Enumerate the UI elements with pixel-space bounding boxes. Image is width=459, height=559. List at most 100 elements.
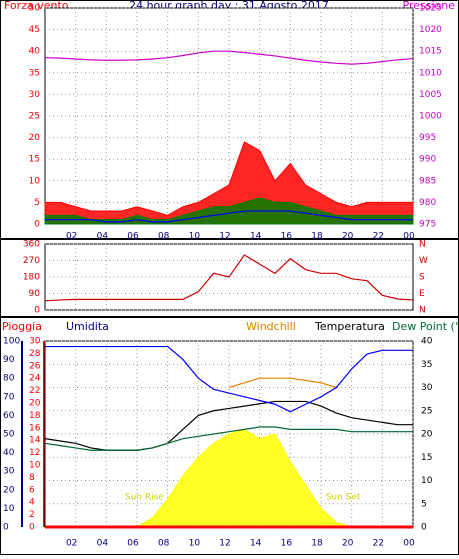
line [45, 210, 413, 223]
y2ticks-label: 990 [419, 155, 436, 165]
y2ticks-label: 5 [421, 499, 427, 509]
y2ticks-label: 35 [421, 360, 432, 370]
annotation: Sun Rise [125, 493, 164, 503]
y3ticks-label: 10 [3, 504, 15, 514]
area [44, 197, 414, 225]
yticks-label: 26 [29, 361, 41, 371]
yticks-label: 40 [29, 47, 41, 57]
yticks-label: 50 [29, 4, 41, 14]
line [228, 377, 337, 389]
y3ticks-label: 0 [3, 523, 9, 533]
y3ticks-label: 30 [3, 467, 15, 477]
legend-temp: Temperatura [314, 320, 385, 333]
y2ticks-label: 15 [421, 453, 432, 463]
yticks-label: 4 [29, 498, 35, 508]
y2ticks-label: 40 [421, 337, 433, 347]
yticks-label: 180 [23, 273, 40, 283]
line [45, 345, 413, 413]
y2ticks-label: W [419, 256, 428, 266]
y2ticks-label: 10 [421, 476, 433, 486]
yticks-label: 14 [29, 436, 41, 446]
y3ticks-label: 90 [3, 355, 15, 365]
yticks-label: 30 [29, 337, 41, 347]
yticks-label: 360 [23, 240, 40, 250]
x-tick-label: 16 [281, 232, 293, 242]
y3ticks-label: 70 [3, 392, 15, 402]
yticks-label: 30 [29, 90, 41, 100]
y3ticks-label: 40 [3, 448, 15, 458]
yticks-label: 0 [34, 220, 40, 230]
x-tick-label: 20 [342, 539, 354, 549]
y2ticks-label: 25 [421, 406, 432, 416]
x-tick-label: 22 [373, 539, 384, 549]
x-tick-label: 14 [250, 232, 262, 242]
y2ticks-label: 1005 [419, 90, 442, 100]
yticks-label: 270 [23, 256, 40, 266]
y2ticks-label: 975 [419, 220, 436, 230]
x-tick-label: 04 [97, 539, 109, 549]
yticks-label: 16 [29, 423, 41, 433]
x-tick-label: 02 [66, 539, 77, 549]
yticks-label: 45 [29, 25, 40, 35]
y2ticks-label: N [419, 306, 426, 316]
yticks-label: 2 [29, 510, 35, 520]
y3ticks-label: 20 [3, 485, 15, 495]
legend-dew: Dew Point (°C [392, 320, 459, 333]
humidity-label: Umidita [66, 320, 109, 333]
y2ticks-label: S [419, 273, 425, 283]
yticks-label: 10 [29, 176, 41, 186]
line [44, 50, 414, 65]
yticks-label: 20 [29, 399, 41, 409]
y3ticks-label: 50 [3, 430, 15, 440]
y2ticks-label: 1015 [419, 47, 442, 57]
yticks-label: 90 [29, 289, 41, 299]
y2ticks-label: 0 [421, 523, 427, 533]
x-tick-label: 20 [342, 232, 354, 242]
y2ticks-label: 985 [419, 176, 436, 186]
yticks-label: 35 [29, 68, 40, 78]
yticks-label: 6 [29, 485, 35, 495]
x-tick-label: 14 [250, 539, 262, 549]
yticks-label: 0 [34, 306, 40, 316]
x-tick-label: 02 [66, 232, 77, 242]
yticks-label: 28 [29, 349, 41, 359]
yticks-label: 10 [29, 461, 41, 471]
y2ticks-label: 30 [421, 383, 433, 393]
y3ticks-label: 60 [3, 411, 15, 421]
legend-windchill: Windchill [246, 320, 296, 333]
x-tick-label: 08 [158, 539, 170, 549]
x-tick-label: 10 [189, 232, 201, 242]
yticks-label: 5 [34, 198, 40, 208]
x-tick-label: 12 [219, 539, 230, 549]
x-tick-label: 18 [311, 539, 323, 549]
yticks-label: 12 [29, 448, 40, 458]
yticks-label: 8 [29, 473, 35, 483]
yticks-label: 20 [29, 133, 41, 143]
y2ticks-label: N [419, 240, 426, 250]
yticks-label: 22 [29, 386, 40, 396]
yticks-label: 0 [29, 523, 35, 533]
x-tick-label: 08 [158, 232, 170, 242]
area [44, 141, 414, 225]
x-tick-label: 18 [311, 232, 323, 242]
x-tick-label: 04 [97, 232, 109, 242]
x-tick-label: 16 [281, 539, 293, 549]
y2ticks-label: 1000 [419, 112, 442, 122]
annotation: Sun Set [326, 493, 361, 503]
x-tick-label: 00 [403, 539, 415, 549]
y3ticks-label: 100 [3, 337, 20, 347]
y2ticks-label: E [419, 289, 425, 299]
y2ticks-label: 980 [419, 198, 436, 208]
y2ticks-label: 1010 [419, 68, 442, 78]
yticks-label: 15 [29, 155, 40, 165]
rain-label: Pioggia [2, 320, 42, 333]
x-tick-label: 12 [219, 232, 230, 242]
y2ticks-label: 1025 [419, 4, 442, 14]
x-tick-label: 10 [189, 539, 201, 549]
yticks-label: 18 [29, 411, 41, 421]
y3ticks-label: 80 [3, 374, 15, 384]
x-tick-label: 00 [403, 232, 415, 242]
y2ticks-label: 20 [421, 430, 433, 440]
y2-label: Pressione [403, 0, 456, 12]
